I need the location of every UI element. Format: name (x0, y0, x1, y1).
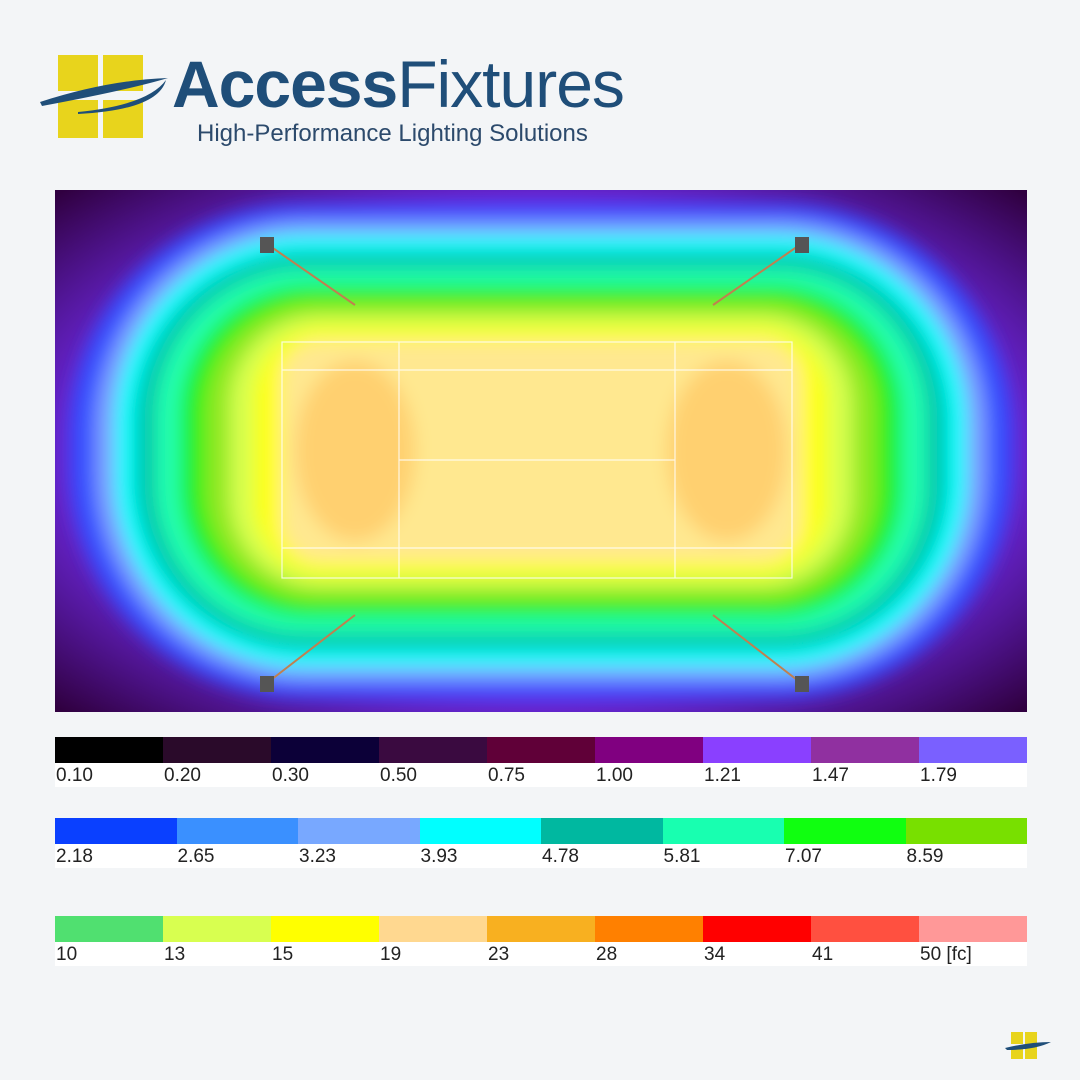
color-swatch (55, 818, 177, 844)
legend-item: 10 (55, 916, 163, 966)
legend-item: 0.10 (55, 737, 163, 787)
color-swatch (811, 916, 919, 942)
logo-small (1005, 1032, 1051, 1059)
color-swatch (176, 818, 298, 844)
legend-item: 34 (703, 916, 811, 966)
color-swatch (595, 916, 703, 942)
brand-primary: Access (172, 47, 398, 121)
color-swatch (55, 737, 163, 763)
legend-item: 0.30 (271, 737, 379, 787)
illuminance-map (55, 190, 1027, 712)
legend-label: 7.07 (785, 846, 822, 867)
legend-label: 23 (488, 944, 510, 965)
legend-label: 0.10 (56, 765, 93, 786)
legend-label: 4.78 (542, 846, 579, 867)
legend-label: 13 (164, 944, 186, 965)
color-swatch (298, 818, 420, 844)
brand-secondary: Fixtures (397, 47, 625, 121)
legend-item: 3.23 (298, 818, 420, 868)
legend-item: 28 (595, 916, 703, 966)
legend-label: 19 (380, 944, 402, 965)
color-swatch (487, 916, 595, 942)
color-swatch (919, 916, 1027, 942)
legend-item: 19 (379, 916, 487, 966)
color-swatch (487, 737, 595, 763)
color-swatch (419, 818, 541, 844)
legend-label: 8.59 (906, 846, 944, 867)
legend-label: 0.30 (272, 765, 309, 786)
color-swatch (784, 818, 906, 844)
color-swatch (811, 737, 919, 763)
legend-item: 2.18 (55, 818, 177, 868)
legend-item: 41 (811, 916, 919, 966)
legend-label: 0.20 (164, 765, 201, 786)
legend-item: 2.65 (176, 818, 298, 868)
color-swatch (163, 916, 271, 942)
legend-item: 0.75 (487, 737, 595, 787)
legend-item: 1.79 (919, 737, 1027, 787)
color-swatch (163, 737, 271, 763)
color-swatch (662, 818, 784, 844)
legend-row: 2.18 2.65 3.23 3.93 4.78 5.81 7.07 8.59 (55, 818, 1027, 868)
legend-label: 0.75 (488, 765, 525, 786)
color-swatch (595, 737, 703, 763)
legend-label: 1.79 (920, 765, 957, 786)
legend-label: 1.00 (596, 765, 633, 786)
color-swatch (919, 737, 1027, 763)
legend-item: 13 (163, 916, 271, 966)
legend-label: 1.21 (704, 765, 741, 786)
color-swatch (703, 737, 811, 763)
color-swatch (905, 818, 1027, 844)
legend-item: 3.93 (419, 818, 541, 868)
legend-label: 10 (56, 944, 78, 965)
legend-row: 0.10 0.20 0.30 0.50 0.75 1.00 1.21 1.47 1.79 (55, 737, 1027, 787)
legend-item: 1.47 (811, 737, 919, 787)
color-swatch (271, 737, 379, 763)
logo (40, 55, 168, 138)
legend-label: 2.18 (56, 846, 93, 867)
legend-item: 0.50 (379, 737, 487, 787)
legend-label: 0.50 (380, 765, 417, 786)
legend-label: 2.65 (177, 846, 215, 867)
legend-item: 50 [fc] (919, 916, 1027, 966)
color-swatch (703, 916, 811, 942)
legend-item: 5.81 (662, 818, 784, 868)
legend-item: 15 (271, 916, 379, 966)
legend-label: 28 (596, 944, 618, 965)
legend-label: 3.23 (299, 846, 336, 867)
legend-label: 50 [fc] (920, 944, 972, 965)
color-swatch (541, 818, 663, 844)
legend-label: 1.47 (812, 765, 849, 786)
color-swatch (379, 737, 487, 763)
legend-item: 1.21 (703, 737, 811, 787)
legend-item: 23 (487, 916, 595, 966)
legend-item: 8.59 (905, 818, 1027, 868)
color-swatch (55, 916, 163, 942)
color-swatch (271, 916, 379, 942)
legend-item: 1.00 (595, 737, 703, 787)
legend-label: 5.81 (663, 846, 701, 867)
legend-row: 10 13 15 19 23 28 34 41 50 [fc] (55, 916, 1027, 966)
legend-item: 7.07 (784, 818, 906, 868)
tagline: High-Performance Lighting Solutions (197, 120, 588, 147)
color-swatch (379, 916, 487, 942)
legend-label: 3.93 (420, 846, 458, 867)
legend-label: 41 (812, 944, 834, 965)
legend-item: 0.20 (163, 737, 271, 787)
legend-item: 4.78 (541, 818, 663, 868)
brand: AccessFixtures (172, 46, 625, 122)
legend-label: 34 (704, 944, 726, 965)
legend-label: 15 (272, 944, 294, 965)
